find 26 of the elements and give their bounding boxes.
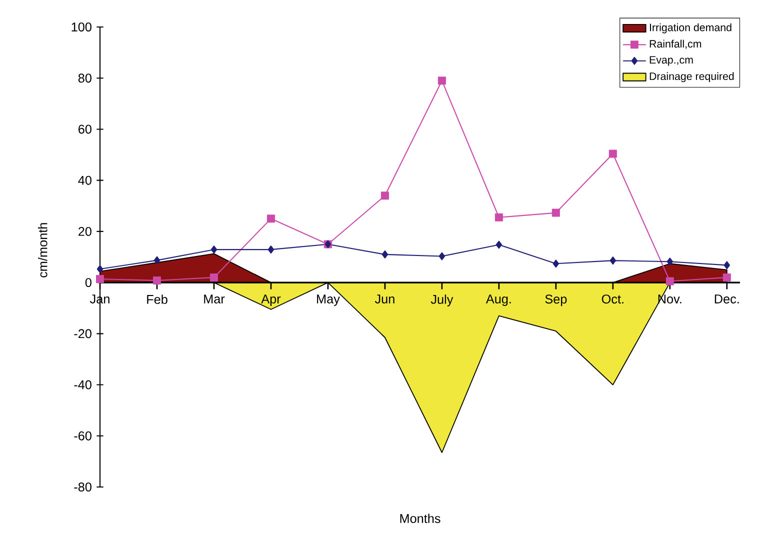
y-tick-label: 40 [78, 176, 92, 185]
y-tick-label: 100 [72, 22, 92, 32]
y-axis-title: cm/month [38, 223, 48, 278]
x-tick-label: Aug. [486, 294, 511, 306]
x-tick-label: Dec. [714, 294, 739, 304]
y-tick-label: -80 [74, 482, 92, 492]
x-axis-title: Months [400, 514, 440, 524]
legend-label: Drainage required [650, 72, 734, 82]
y-tick-label: 80 [78, 74, 92, 83]
x-tick-label: Feb [147, 294, 168, 304]
y-tick-label: -60 [74, 431, 92, 440]
legend-label: Evap.,cm [650, 56, 693, 66]
x-tick-label: Mar [204, 294, 225, 304]
x-tick-label: Oct. [602, 294, 624, 304]
x-tick-label: July [430, 294, 454, 306]
y-tick-label: 20 [78, 226, 92, 236]
legend-label: Irrigation demand [650, 23, 732, 34]
y-tick-label: 60 [78, 124, 92, 134]
y-tick-label: -20 [74, 329, 92, 338]
x-tick-label: Jun [374, 294, 394, 304]
y-tick-label: -40 [74, 380, 92, 390]
x-tick-label: Apr [261, 294, 281, 306]
x-tick-label: May [317, 294, 340, 306]
legend-label: Rainfall,cm [650, 40, 702, 49]
x-tick-label: Sep [545, 294, 567, 306]
y-tick-label: 0 [85, 278, 92, 288]
